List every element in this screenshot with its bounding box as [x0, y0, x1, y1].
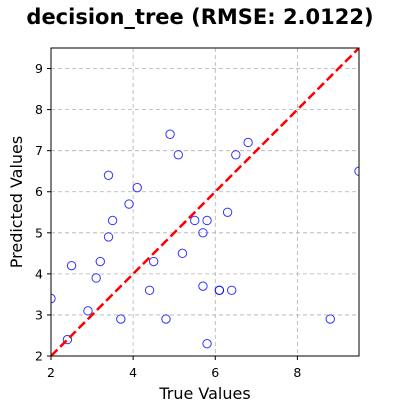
- x-axis-label: True Values: [158, 384, 250, 400]
- y-tick-label: 3: [35, 307, 43, 322]
- data-point: [103, 232, 114, 242]
- data-point: [116, 314, 126, 324]
- data-point: [325, 314, 335, 324]
- y-axis-ticks: 2 3 4 5 6 7 8 9: [35, 61, 51, 364]
- y-tick-label: 5: [35, 225, 43, 240]
- y-tick-label: 9: [35, 61, 43, 76]
- x-tick-label: 6: [211, 365, 219, 380]
- data-point: [124, 199, 134, 209]
- data-point: [173, 150, 184, 160]
- data-point: [177, 248, 188, 259]
- data-point: [214, 285, 225, 295]
- data-points: [51, 129, 359, 349]
- data-point: [202, 215, 212, 226]
- data-point: [103, 170, 114, 181]
- x-tick-label: 8: [293, 365, 301, 380]
- data-point: [62, 334, 73, 345]
- x-axis-ticks: 2 4 6 8: [47, 356, 301, 380]
- data-point: [226, 285, 237, 295]
- y-tick-label: 6: [35, 184, 43, 199]
- plot-frame: [50, 47, 360, 357]
- data-point: [132, 182, 142, 193]
- data-point: [243, 137, 253, 148]
- reference-line: [51, 48, 359, 356]
- y-axis-label: Predicted Values: [7, 136, 26, 268]
- data-point: [190, 215, 200, 226]
- data-point: [107, 215, 118, 226]
- data-point: [222, 207, 233, 217]
- x-tick-label: 2: [47, 365, 55, 380]
- chart-title: decision_tree (RMSE: 2.0122): [26, 5, 373, 29]
- data-point: [51, 293, 56, 304]
- data-point: [95, 256, 105, 267]
- data-point: [198, 281, 208, 291]
- y-tick-label: 4: [35, 266, 43, 281]
- data-point: [198, 228, 208, 238]
- y-tick-label: 7: [35, 143, 43, 158]
- data-point: [83, 306, 93, 316]
- y-tick-label: 2: [35, 349, 43, 364]
- data-point: [231, 150, 241, 160]
- x-tick-label: 4: [129, 365, 137, 380]
- data-point: [144, 285, 155, 295]
- data-point: [148, 256, 159, 267]
- data-point: [91, 273, 101, 283]
- data-point: [161, 314, 171, 324]
- data-point: [66, 260, 77, 271]
- data-point: [202, 338, 212, 349]
- y-tick-label: 8: [35, 102, 43, 117]
- data-point: [165, 129, 175, 139]
- reference-line-group: [51, 48, 359, 356]
